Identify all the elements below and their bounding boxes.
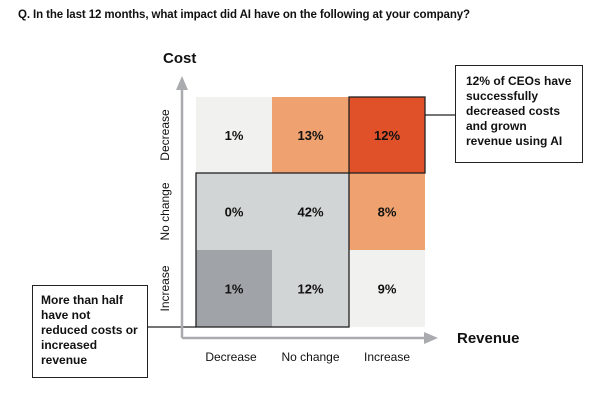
y-tick-label: No change bbox=[158, 182, 172, 240]
x-tick-label: Increase bbox=[364, 350, 410, 364]
y-axis-title: Cost bbox=[163, 50, 196, 67]
cell-value-label: 0% bbox=[225, 205, 244, 220]
y-tick-label: Decrease bbox=[158, 109, 172, 161]
highlight-box-bottom-left bbox=[195, 172, 350, 328]
cell-value-label: 1% bbox=[225, 282, 244, 297]
y-tick-label: Increase bbox=[158, 265, 172, 311]
heatmap-cell bbox=[272, 97, 349, 173]
cell-value-label: 1% bbox=[225, 128, 244, 143]
cell-value-label: 12% bbox=[297, 282, 323, 297]
x-axis-title: Revenue bbox=[457, 330, 520, 347]
highlight-box-top-right bbox=[348, 96, 426, 174]
cell-value-label: 13% bbox=[297, 128, 323, 143]
heatmap-cell bbox=[196, 250, 272, 327]
y-tick-labels: Decrease No change Increase bbox=[158, 109, 172, 312]
cell-value-label: 12% bbox=[374, 128, 400, 143]
values-layer: 1% 13% 12% 0% 42% 8% 1% 12% 9% bbox=[225, 128, 401, 297]
callout-ceo-success: 12% of CEOs have successfully decreased … bbox=[455, 65, 583, 163]
callout-majority-unchanged: More than half have not reduced costs or… bbox=[32, 285, 148, 378]
question-text: Q. In the last 12 months, what impact di… bbox=[18, 9, 470, 21]
heatmap-cell bbox=[272, 173, 349, 250]
y-axis-arrowhead bbox=[176, 76, 188, 90]
heatmap-cell bbox=[349, 97, 425, 173]
heatmap-cell bbox=[196, 173, 272, 250]
cell-value-label: 8% bbox=[378, 205, 397, 220]
heatmap-cell bbox=[272, 250, 349, 327]
x-tick-label: No change bbox=[281, 350, 339, 364]
heatmap-cell bbox=[349, 173, 425, 250]
x-axis-arrowhead bbox=[424, 332, 438, 344]
x-tick-label: Decrease bbox=[205, 350, 257, 364]
cells-layer bbox=[196, 97, 425, 327]
cell-value-label: 9% bbox=[378, 282, 397, 297]
x-tick-labels: Decrease No change Increase bbox=[205, 350, 410, 364]
heatmap-cell bbox=[196, 97, 272, 173]
heatmap-cell bbox=[349, 250, 425, 327]
cell-value-label: 42% bbox=[297, 205, 323, 220]
